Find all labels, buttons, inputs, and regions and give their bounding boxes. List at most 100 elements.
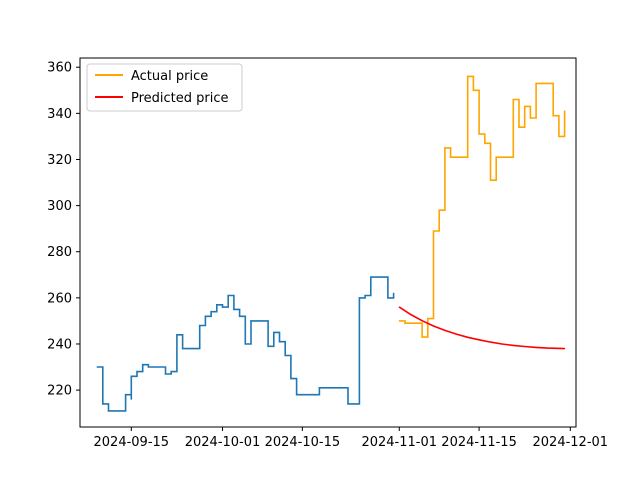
- data-point-actual: [524, 105, 526, 107]
- data-point-history: [193, 348, 195, 350]
- data-point-history: [290, 378, 292, 380]
- data-point-actual: [450, 156, 452, 158]
- data-point-actual: [467, 75, 469, 77]
- data-point-history: [370, 276, 372, 278]
- data-point-history: [244, 343, 246, 345]
- data-point-history: [261, 320, 263, 322]
- data-point-history: [170, 371, 172, 373]
- data-point-history: [296, 394, 298, 396]
- data-point-predicted: [467, 336, 469, 338]
- y-tick-label: 220: [47, 384, 72, 399]
- data-point-history: [187, 348, 189, 350]
- data-point-history: [221, 306, 224, 308]
- data-point-history: [130, 375, 132, 377]
- x-tick-label: 2024-12-01: [533, 435, 609, 450]
- data-point-history: [347, 394, 349, 396]
- data-point-history: [284, 354, 286, 357]
- y-tick-label: 280: [47, 245, 72, 260]
- legend-box: [86, 63, 243, 112]
- data-point-predicted: [478, 339, 480, 341]
- plot-frame: [79, 57, 577, 428]
- data-point-actual: [501, 156, 503, 158]
- data-point-predicted: [501, 343, 503, 345]
- data-point-history: [273, 331, 275, 333]
- data-point-history: [313, 394, 315, 396]
- data-point-actual: [552, 115, 554, 117]
- data-point-predicted: [398, 306, 400, 308]
- series-actual: [398, 75, 566, 338]
- data-point-actual: [427, 318, 429, 320]
- data-point-history: [301, 394, 303, 396]
- data-point-actual: [461, 156, 463, 158]
- y-tick-label: 360: [47, 61, 72, 76]
- data-point-actual: [484, 142, 486, 144]
- data-point-actual: [512, 98, 514, 101]
- data-point-actual: [404, 322, 406, 324]
- data-point-predicted: [455, 333, 457, 335]
- axis-layer: 2024-09-15 2024-10-01 2024-10-15 2024-11-01…: [47, 61, 608, 450]
- data-point-history: [227, 294, 229, 297]
- data-point-history: [153, 366, 155, 368]
- series-predicted: [398, 306, 566, 350]
- data-point-history: [239, 315, 241, 317]
- data-point-history: [210, 311, 212, 313]
- data-point-history: [136, 371, 138, 373]
- y-tick-label: 300: [47, 199, 72, 214]
- data-point-history: [256, 320, 258, 322]
- data-point-actual: [432, 230, 435, 232]
- legend-label-actual: Actual price: [131, 69, 208, 84]
- data-point-history: [381, 276, 383, 278]
- y-tick-label: 240: [47, 337, 72, 352]
- plot-area: [80, 58, 576, 427]
- data-point-history: [393, 292, 395, 294]
- data-point-history: [267, 345, 269, 347]
- series-line-actual: [399, 75, 566, 338]
- data-point-history: [107, 410, 110, 412]
- legend-label-predicted: Predicted price: [131, 91, 229, 106]
- data-point-history: [347, 403, 349, 405]
- data-point-history: [307, 394, 309, 396]
- data-point-history: [96, 366, 98, 368]
- data-point-predicted: [489, 341, 492, 343]
- data-point-history: [364, 294, 366, 297]
- series-history: [96, 276, 395, 412]
- series-layer: [96, 75, 566, 412]
- data-point-actual: [489, 179, 492, 181]
- data-point-actual: [535, 82, 537, 84]
- data-point-history: [125, 394, 127, 396]
- x-tick-label: 2024-10-15: [265, 435, 341, 450]
- data-point-history: [204, 315, 206, 317]
- data-point-history: [318, 387, 320, 389]
- data-point-actual: [558, 135, 560, 137]
- y-tick-label: 320: [47, 153, 72, 168]
- x-tick-label: 2024-10-01: [185, 435, 261, 450]
- data-point-actual: [518, 126, 520, 128]
- data-point-history: [250, 320, 252, 322]
- legend: Actual price Predicted price: [86, 63, 243, 112]
- data-point-actual: [541, 82, 543, 84]
- data-point-history: [130, 398, 132, 400]
- data-point-history: [182, 348, 184, 350]
- data-point-predicted: [524, 345, 526, 348]
- data-point-history: [147, 366, 149, 368]
- data-point-actual: [415, 322, 417, 324]
- data-point-history: [278, 341, 281, 343]
- data-point-history: [216, 304, 218, 306]
- data-point-history: [233, 308, 235, 310]
- data-point-actual: [444, 147, 446, 149]
- data-point-history: [358, 297, 360, 299]
- data-point-actual: [495, 156, 497, 158]
- data-point-history: [125, 410, 127, 412]
- data-point-actual: [546, 82, 549, 84]
- data-point-history: [102, 403, 104, 405]
- data-point-actual: [421, 336, 423, 338]
- data-point-history: [176, 334, 178, 336]
- data-point-actual: [438, 209, 440, 211]
- data-point-history: [159, 366, 161, 368]
- y-tick-label: 340: [47, 107, 72, 122]
- x-tick-label: 2024-11-01: [361, 435, 437, 450]
- data-point-predicted: [410, 313, 412, 316]
- data-point-actual: [564, 110, 566, 112]
- data-point-history: [353, 403, 355, 405]
